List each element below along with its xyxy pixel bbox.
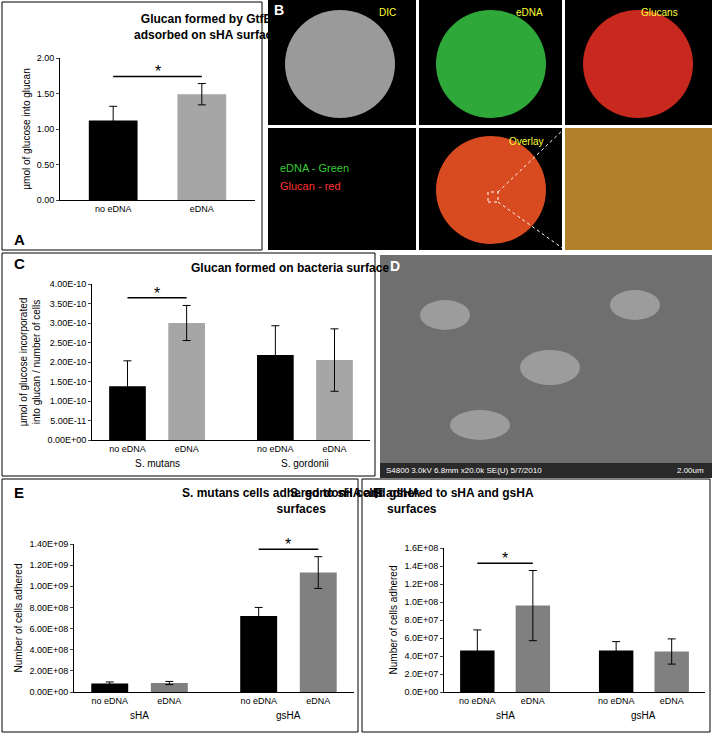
svg-text:Overlay: Overlay <box>509 136 543 147</box>
svg-text:0.00E+00: 0.00E+00 <box>47 435 86 445</box>
svg-text:4.00E+08: 4.00E+08 <box>29 645 68 655</box>
svg-text:A: A <box>14 231 25 248</box>
svg-text:3.00E-10: 3.00E-10 <box>50 318 87 328</box>
svg-text:Glucan - red: Glucan - red <box>280 180 341 192</box>
svg-text:4.00E-10: 4.00E-10 <box>50 279 87 289</box>
svg-text:eDNA: eDNA <box>660 696 684 706</box>
svg-text:gsHA: gsHA <box>276 710 301 721</box>
svg-text:0.50: 0.50 <box>37 160 55 170</box>
svg-text:*: * <box>502 550 508 567</box>
svg-text:eDNA: eDNA <box>190 204 214 214</box>
svg-text:S. mutans: S. mutans <box>135 458 180 469</box>
svg-text:no eDNA: no eDNA <box>109 444 146 454</box>
svg-text:1.0E+08: 1.0E+08 <box>404 597 438 607</box>
svg-text:0.00: 0.00 <box>37 195 55 205</box>
svg-text:8.00E+08: 8.00E+08 <box>29 603 68 613</box>
svg-text:2.00E+08: 2.00E+08 <box>29 666 68 676</box>
svg-text:eDNA: eDNA <box>516 7 543 18</box>
svg-text:DIC: DIC <box>379 7 396 18</box>
svg-text:eDNA: eDNA <box>306 696 330 706</box>
svg-text:2.0E+07: 2.0E+07 <box>404 669 438 679</box>
svg-text:µmol of glucose incorporatedin: µmol of glucose incorporatedinto glucan … <box>18 298 42 427</box>
svg-text:no eDNA: no eDNA <box>598 696 635 706</box>
svg-text:S. gordonii: S. gordonii <box>281 458 329 469</box>
svg-text:1.20E+09: 1.20E+09 <box>29 560 68 570</box>
svg-text:6.00E+08: 6.00E+08 <box>29 624 68 634</box>
svg-text:1.50E-10: 1.50E-10 <box>50 377 87 387</box>
svg-text:eDNA: eDNA <box>521 696 545 706</box>
svg-text:eDNA: eDNA <box>175 444 199 454</box>
svg-text:3.50E-10: 3.50E-10 <box>50 299 87 309</box>
svg-text:sHA: sHA <box>130 710 149 721</box>
svg-text:4.0E+07: 4.0E+07 <box>404 651 438 661</box>
svg-text:1.50: 1.50 <box>37 89 55 99</box>
svg-text:eDNA: eDNA <box>323 444 347 454</box>
svg-text:no eDNA: no eDNA <box>240 696 277 706</box>
svg-text:0.0E+00: 0.0E+00 <box>404 687 438 697</box>
svg-text:*: * <box>155 63 161 80</box>
svg-text:2.50E-10: 2.50E-10 <box>50 338 87 348</box>
svg-text:2.00: 2.00 <box>37 53 55 63</box>
svg-text:8.0E+07: 8.0E+07 <box>404 615 438 625</box>
svg-text:no eDNA: no eDNA <box>459 696 496 706</box>
svg-text:2.00um: 2.00um <box>677 466 704 475</box>
svg-text:*: * <box>285 536 291 553</box>
svg-text:Glucans: Glucans <box>641 7 678 18</box>
svg-text:2.00E-10: 2.00E-10 <box>50 357 87 367</box>
svg-text:no eDNA: no eDNA <box>91 696 128 706</box>
svg-text:1.00: 1.00 <box>37 124 55 134</box>
svg-text:µmol of glucose into glucan: µmol of glucose into glucan <box>21 68 32 189</box>
svg-text:Number of cells adhered: Number of cells adhered <box>388 566 399 675</box>
svg-text:S4800 3.0kV 6.8mm x20.0k SE(U): S4800 3.0kV 6.8mm x20.0k SE(U) 5/7/2010 <box>386 466 542 475</box>
svg-text:1.6E+08: 1.6E+08 <box>404 543 438 553</box>
svg-text:C: C <box>14 255 25 272</box>
svg-text:5.00E-11: 5.00E-11 <box>50 416 86 426</box>
svg-text:S. mutans cells adhered to sHA: S. mutans cells adhered to sHA and gsHAs… <box>182 486 421 516</box>
svg-text:Number of cells adhered: Number of cells adhered <box>13 564 24 673</box>
svg-text:no eDNA: no eDNA <box>257 444 294 454</box>
svg-text:1.00E+09: 1.00E+09 <box>29 581 68 591</box>
svg-text:E: E <box>14 484 24 501</box>
svg-text:1.00E-10: 1.00E-10 <box>50 396 87 406</box>
svg-text:D: D <box>390 258 400 274</box>
svg-text:no eDNA: no eDNA <box>95 204 132 214</box>
svg-text:B: B <box>274 2 284 18</box>
svg-text:S. gordonii cells adhered to s: S. gordonii cells adhered to sHA and gsH… <box>290 486 534 516</box>
svg-text:eDNA - Green: eDNA - Green <box>280 162 349 174</box>
svg-text:6.0E+07: 6.0E+07 <box>404 633 438 643</box>
svg-text:gsHA: gsHA <box>631 710 656 721</box>
svg-text:sHA: sHA <box>496 710 515 721</box>
svg-text:F: F <box>374 484 383 501</box>
svg-text:1.2E+08: 1.2E+08 <box>404 579 438 589</box>
svg-text:Glucan formed by GtfBadsorbed: Glucan formed by GtfBadsorbed on sHA sur… <box>134 12 279 42</box>
svg-text:1.40E+09: 1.40E+09 <box>29 539 68 549</box>
svg-text:Glucan formed on bacteria surf: Glucan formed on bacteria surface <box>191 261 389 275</box>
svg-text:0.00E+00: 0.00E+00 <box>29 687 68 697</box>
svg-text:eDNA: eDNA <box>157 696 181 706</box>
svg-text:*: * <box>154 285 160 302</box>
svg-text:1.4E+08: 1.4E+08 <box>404 561 438 571</box>
